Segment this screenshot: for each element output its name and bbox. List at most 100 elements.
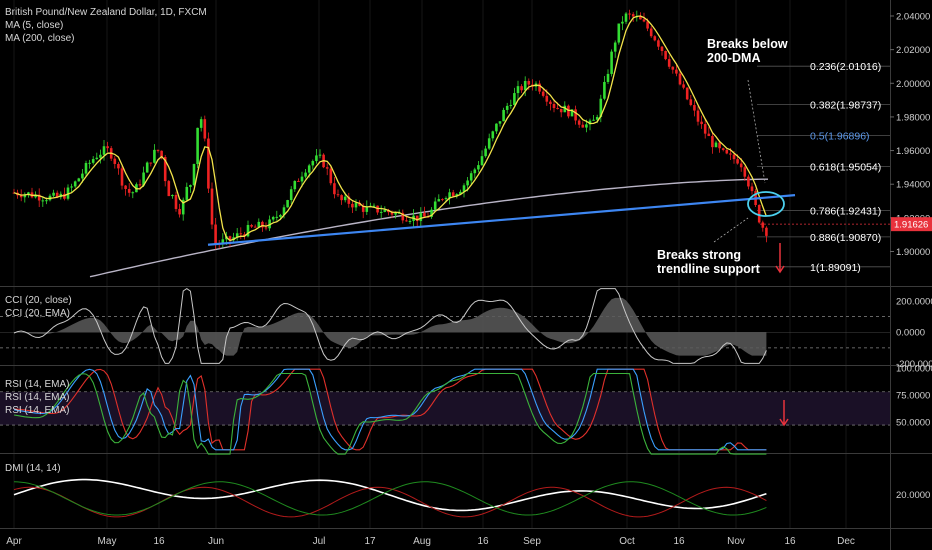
candle-body bbox=[448, 192, 451, 199]
candle-body bbox=[329, 168, 333, 184]
candle-body bbox=[171, 194, 174, 197]
candle-body bbox=[19, 195, 23, 198]
candle-body bbox=[570, 109, 574, 117]
rsi-legend-3[interactable]: RSI (14, EMA) bbox=[5, 405, 70, 416]
candle-body bbox=[347, 196, 351, 204]
trendline[interactable] bbox=[207, 194, 796, 246]
candle-body bbox=[336, 194, 340, 196]
ma200-polyline bbox=[89, 178, 768, 278]
candle-body bbox=[45, 200, 48, 202]
candle-body bbox=[588, 120, 592, 125]
candle-body bbox=[599, 98, 603, 117]
ma200-legend[interactable]: MA (200, close) bbox=[5, 33, 75, 44]
candle-body bbox=[91, 159, 95, 163]
rsi-panel bbox=[0, 368, 890, 455]
candle-body bbox=[581, 124, 585, 128]
x-tick-label: 16 bbox=[477, 536, 489, 547]
candle-body bbox=[736, 159, 739, 164]
ma5-line bbox=[13, 15, 768, 242]
price-tag-label: 1.91626 bbox=[894, 220, 928, 231]
candle-body bbox=[192, 164, 196, 186]
candle-body bbox=[721, 148, 725, 150]
x-tick-label: Jul bbox=[313, 536, 326, 547]
candle-body bbox=[430, 209, 433, 217]
candle-body bbox=[99, 154, 102, 158]
candle-body bbox=[390, 212, 394, 215]
candle-body bbox=[757, 205, 761, 223]
candle-body bbox=[333, 183, 336, 195]
candle-body bbox=[577, 120, 581, 125]
candle-body bbox=[761, 222, 765, 228]
x-tick-label: 16 bbox=[153, 536, 165, 547]
y-tick-label: 2.04000 bbox=[896, 11, 930, 22]
down-arrow-rsi-head bbox=[779, 418, 789, 427]
rsi-legend-2[interactable]: RSI (14, EMA) bbox=[5, 392, 70, 403]
candle-body bbox=[484, 148, 487, 157]
candle-body bbox=[279, 214, 282, 217]
candle-body bbox=[462, 185, 466, 192]
cci-legend-2[interactable]: CCI (20, EMA) bbox=[5, 308, 71, 319]
candle-body bbox=[304, 172, 307, 177]
rsi-legend: RSI (14, EMA) RSI (14, EMA) RSI (14, EMA… bbox=[5, 378, 69, 417]
y-tick-label: 2.00000 bbox=[896, 79, 930, 90]
candle-body bbox=[606, 73, 610, 82]
rsi-blue-line bbox=[13, 368, 767, 451]
dmi-adx-line bbox=[13, 478, 767, 512]
candle-body bbox=[657, 40, 660, 47]
trendline-segment bbox=[207, 194, 796, 246]
candle-body bbox=[732, 154, 736, 160]
candle-body bbox=[160, 150, 163, 158]
candle-body bbox=[552, 104, 556, 109]
candle-body bbox=[516, 86, 520, 94]
fib-label: 0.786(1.92431) bbox=[810, 206, 881, 218]
candle-body bbox=[84, 162, 88, 174]
candle-body bbox=[725, 149, 729, 154]
candle-body bbox=[469, 173, 473, 181]
candle-body bbox=[81, 173, 84, 179]
candle-body bbox=[246, 225, 250, 237]
dmi-plus-line bbox=[13, 481, 767, 516]
candle-body bbox=[617, 23, 621, 43]
candle-body bbox=[509, 105, 513, 107]
candle-body bbox=[559, 108, 563, 113]
candle-body bbox=[574, 109, 577, 121]
cci-ema-area bbox=[14, 297, 767, 356]
candle-body bbox=[707, 133, 711, 137]
candle-body bbox=[419, 212, 423, 222]
candle-body bbox=[513, 93, 516, 106]
annotation-breaks-below: Breaks below 200-DMA bbox=[707, 37, 788, 65]
candle-body bbox=[545, 95, 549, 102]
candle-body bbox=[671, 66, 675, 70]
y-tick-label: 1.90000 bbox=[896, 247, 930, 258]
cci-line bbox=[13, 287, 767, 364]
dmi-legend-1[interactable]: DMI (14, 14) bbox=[5, 463, 61, 474]
candle-body bbox=[189, 185, 192, 187]
ma5-legend[interactable]: MA (5, close) bbox=[5, 20, 64, 31]
candle-body bbox=[685, 87, 689, 100]
dmi-legend: DMI (14, 14) bbox=[5, 462, 61, 475]
candle-body bbox=[203, 119, 207, 139]
candle-body bbox=[124, 185, 127, 190]
candle-body bbox=[718, 142, 721, 149]
candle-body bbox=[70, 186, 73, 188]
candle-body bbox=[520, 86, 523, 91]
down-arrow-price-head bbox=[775, 265, 785, 274]
candle-body bbox=[379, 211, 383, 213]
candle-body bbox=[696, 110, 700, 122]
cci-tick-label: -200.0000 bbox=[896, 359, 932, 370]
cci-legend-1[interactable]: CCI (20, close) bbox=[5, 295, 72, 306]
ma5-polyline bbox=[13, 15, 768, 242]
candle-body bbox=[253, 226, 257, 228]
symbol-title[interactable]: British Pound/New Zealand Dollar, 1D, FX… bbox=[5, 7, 207, 18]
x-tick-label: 16 bbox=[784, 536, 796, 547]
rsi-tick-label: 50.0000 bbox=[896, 417, 930, 428]
rsi-legend-1[interactable]: RSI (14, EMA) bbox=[5, 379, 70, 390]
candle-body bbox=[315, 155, 318, 162]
price-tag-box bbox=[891, 217, 932, 232]
x-tick-label: May bbox=[98, 536, 117, 547]
candle-body bbox=[261, 221, 264, 228]
candle-body bbox=[649, 28, 653, 37]
candle-body bbox=[621, 21, 624, 24]
